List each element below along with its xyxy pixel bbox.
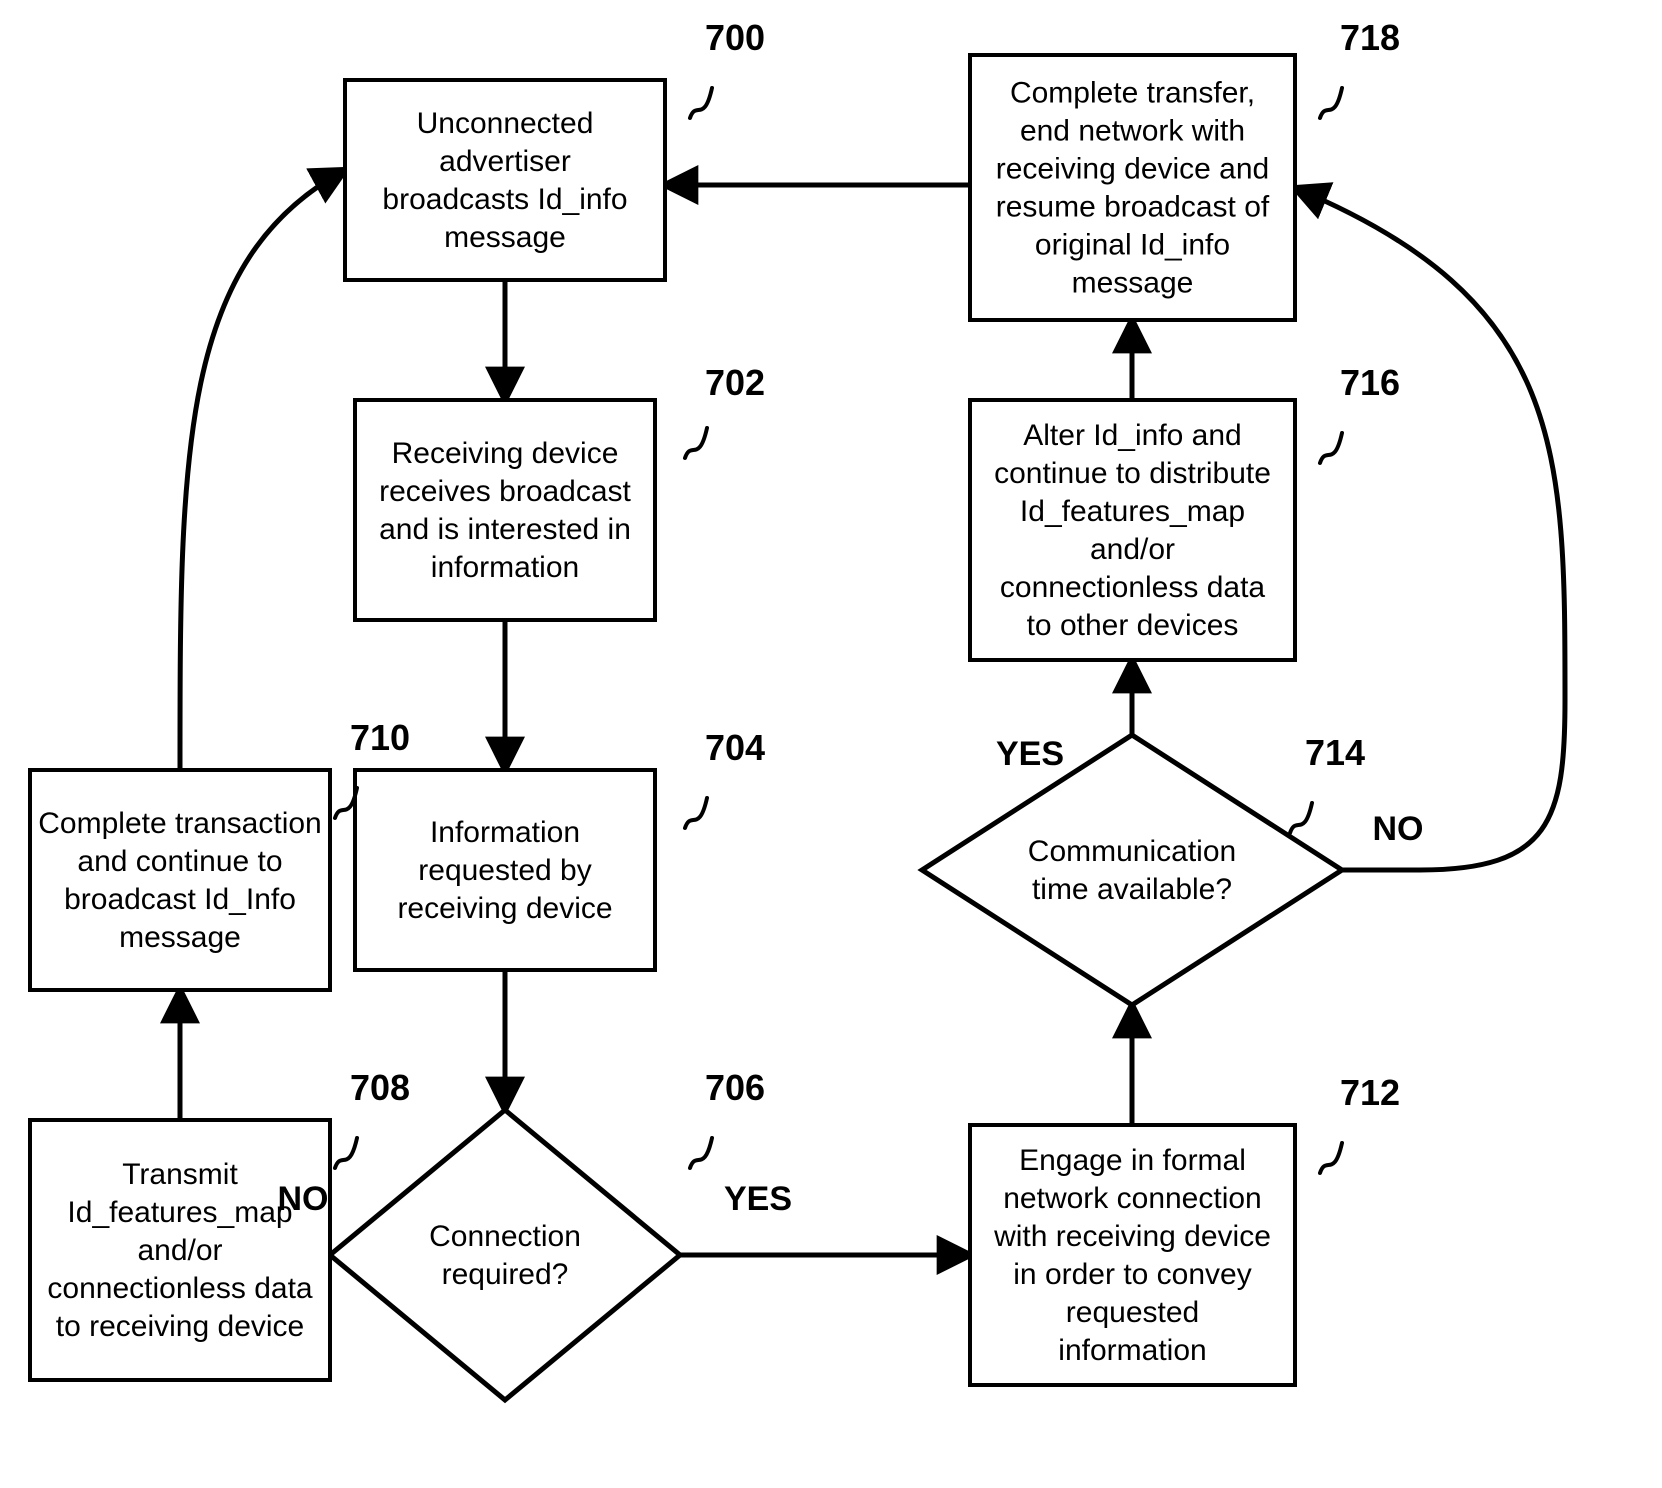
ref-label: 700 xyxy=(705,17,765,58)
ref-tick xyxy=(685,428,707,458)
ref-label: 712 xyxy=(1340,1072,1400,1113)
ref-tick xyxy=(690,1138,712,1168)
node-714: Communicationtime available? xyxy=(922,735,1342,1005)
node-702: Receiving devicereceives broadcastand is… xyxy=(355,400,655,620)
ref-label: 706 xyxy=(705,1067,765,1108)
ref-tick xyxy=(1290,803,1312,833)
node-710: Complete transactionand continue tobroad… xyxy=(30,770,330,990)
ref-tick xyxy=(335,1138,357,1168)
ref-tick xyxy=(1320,433,1342,463)
node-706: Connectionrequired? xyxy=(330,1110,680,1400)
node-716: Alter Id_info andcontinue to distributeI… xyxy=(970,400,1295,660)
ref-label: 710 xyxy=(350,717,410,758)
ref-tick xyxy=(685,798,707,828)
ref-label: 716 xyxy=(1340,362,1400,403)
ref-label: 702 xyxy=(705,362,765,403)
node-700: Unconnectedadvertiserbroadcasts Id_infom… xyxy=(345,80,665,280)
node-708: TransmitId_features_mapand/orconnectionl… xyxy=(30,1120,330,1380)
ref-tick xyxy=(1320,1143,1342,1173)
ref-label: 714 xyxy=(1305,732,1365,773)
nodes-layer: Unconnectedadvertiserbroadcasts Id_infom… xyxy=(30,55,1342,1400)
edge-label: YES xyxy=(724,1180,792,1218)
ref-label: 718 xyxy=(1340,17,1400,58)
edge-e710_700 xyxy=(180,170,345,770)
ref-tick xyxy=(1320,88,1342,118)
node-704: Informationrequested byreceiving device xyxy=(355,770,655,970)
node-712: Engage in formalnetwork connectionwith r… xyxy=(970,1125,1295,1385)
edge-label: NO xyxy=(278,1180,329,1218)
node-718: Complete transfer,end network withreceiv… xyxy=(970,55,1295,320)
ref-label: 704 xyxy=(705,727,765,768)
edge-label: NO xyxy=(1373,810,1424,848)
ref-tick xyxy=(690,88,712,118)
flowchart-canvas: Unconnectedadvertiserbroadcasts Id_infom… xyxy=(0,0,1662,1488)
ref-label: 708 xyxy=(350,1067,410,1108)
edge-label: YES xyxy=(996,735,1064,773)
